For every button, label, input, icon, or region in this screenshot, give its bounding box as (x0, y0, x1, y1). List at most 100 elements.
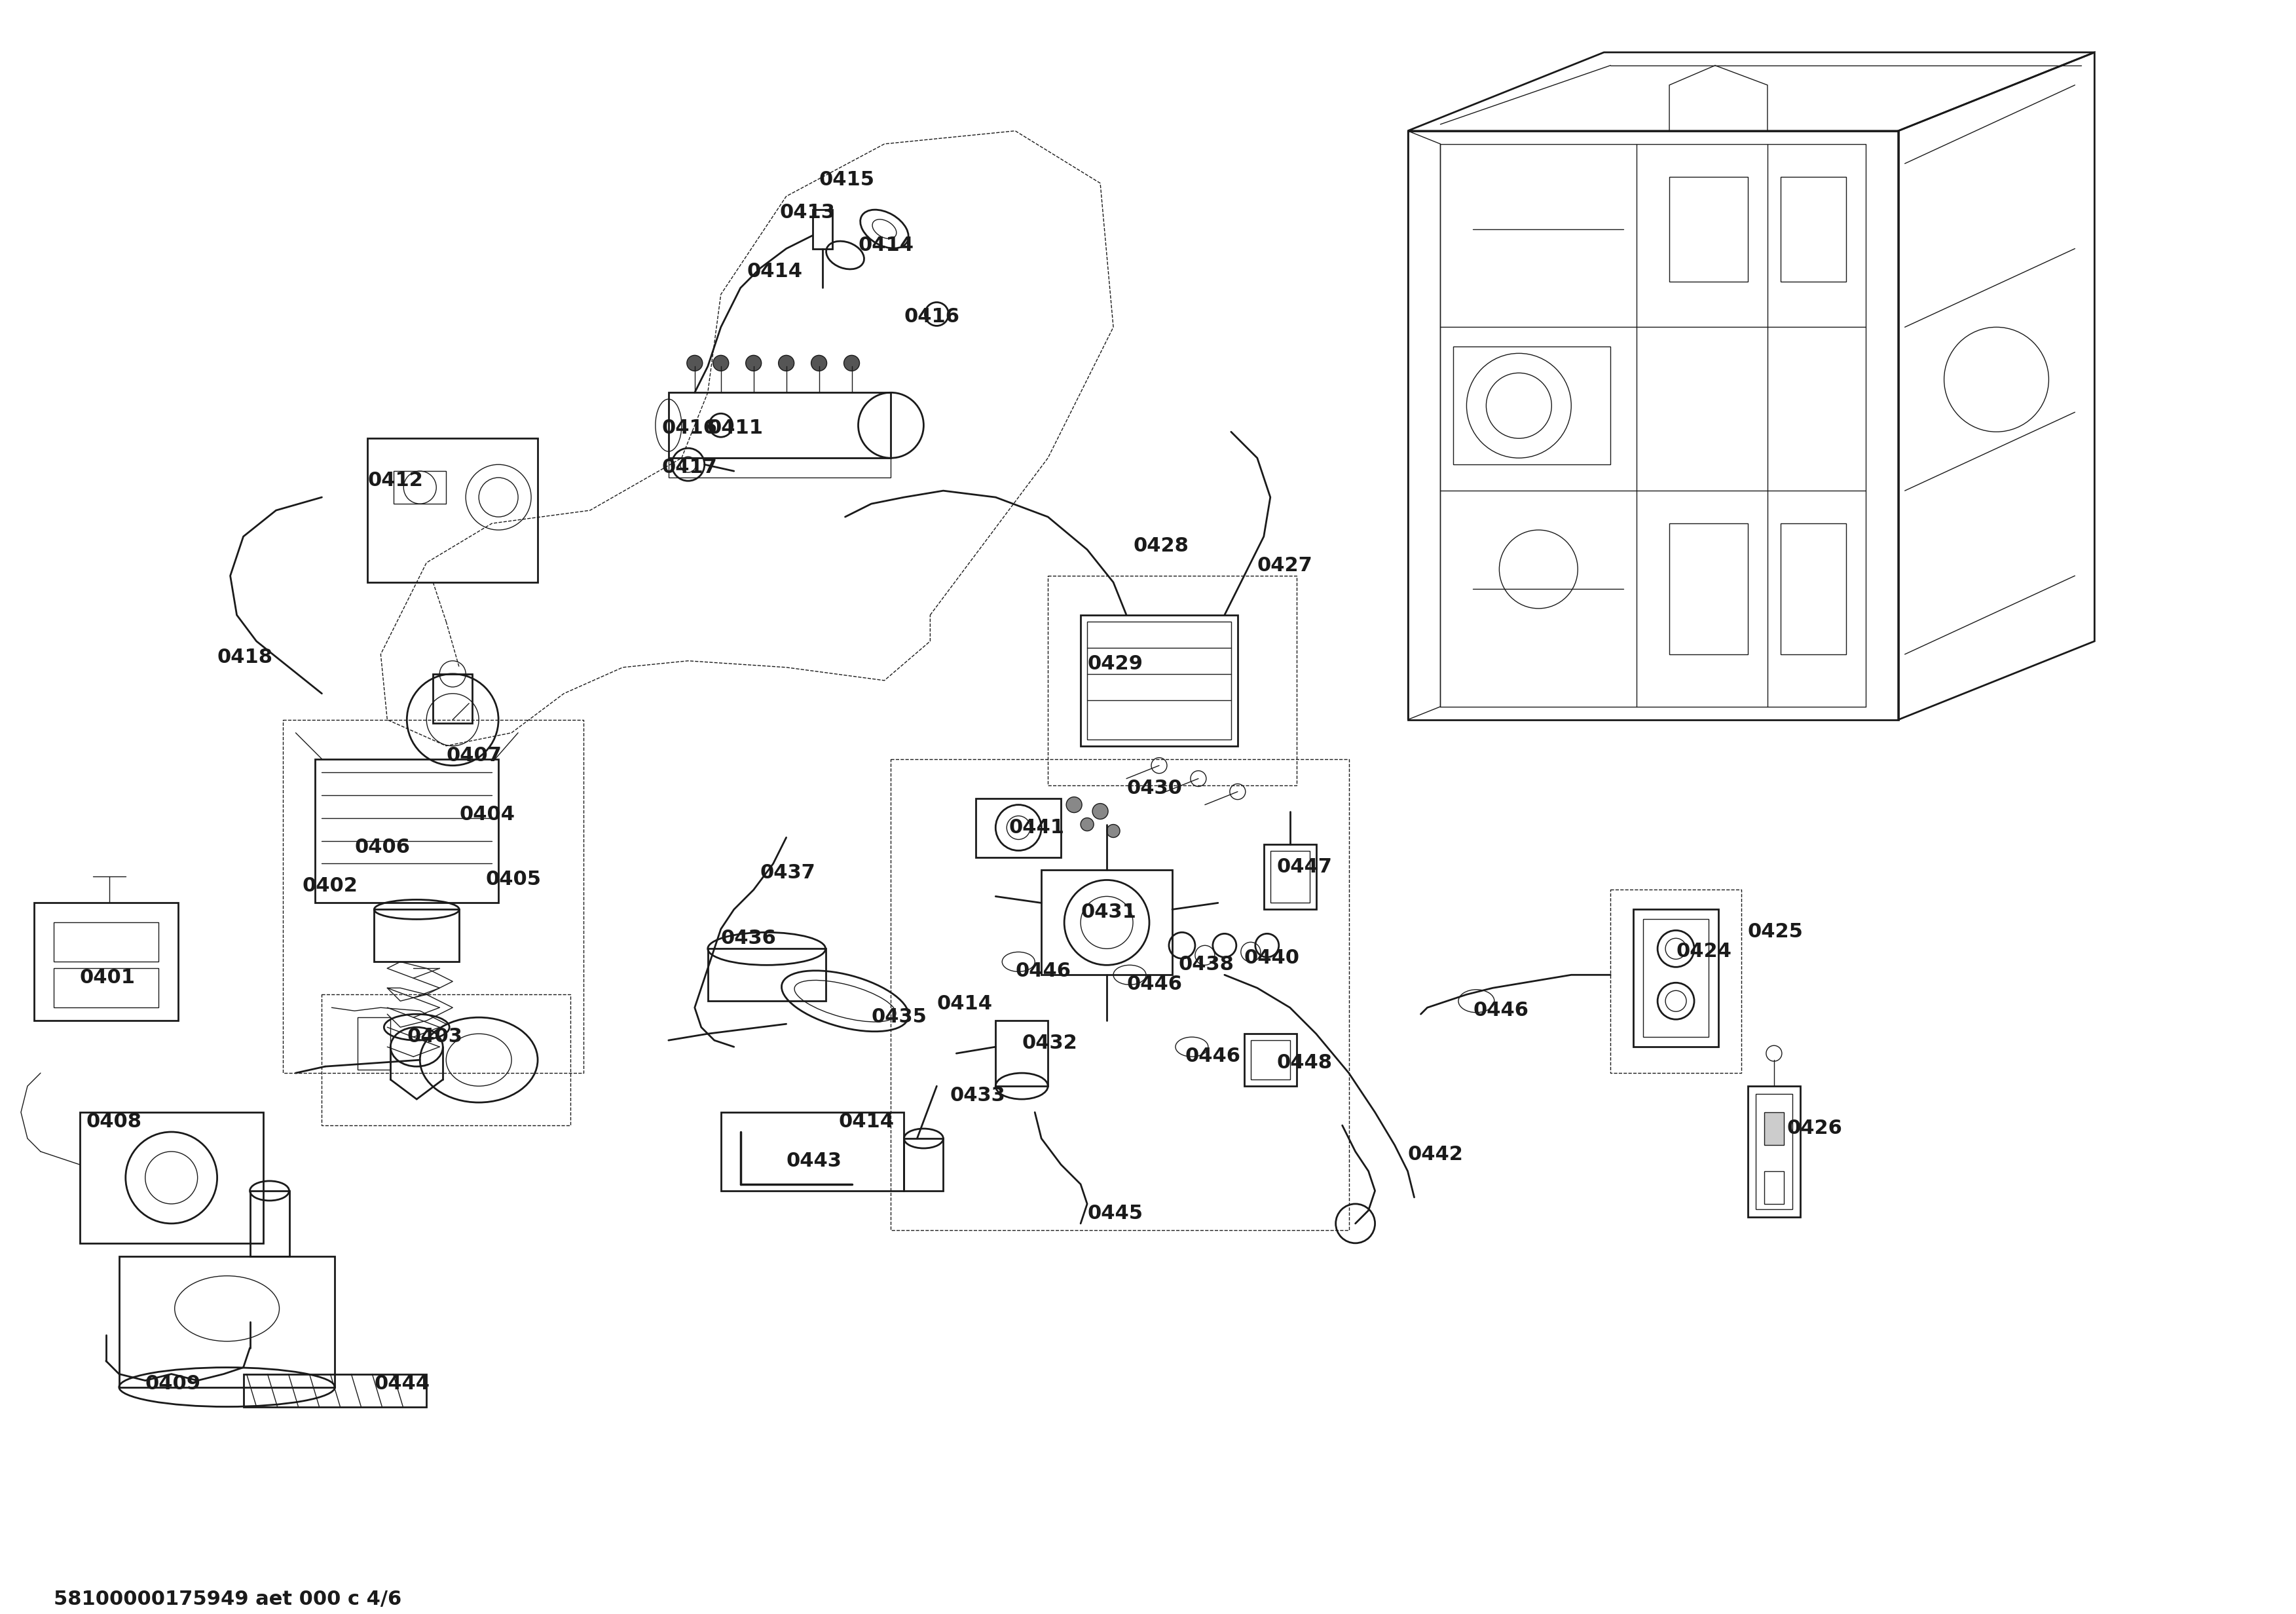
Bar (1251, 1041, 1290, 1080)
Text: 0435: 0435 (870, 1007, 928, 1027)
Text: 0430: 0430 (1127, 778, 1182, 797)
Text: 0446: 0446 (1185, 1047, 1240, 1065)
Bar (668, 458, 891, 478)
Text: 0411: 0411 (707, 418, 765, 437)
Text: 0441: 0441 (1008, 818, 1065, 836)
Circle shape (687, 355, 703, 371)
Bar (891, 759, 1348, 1230)
Text: 0436: 0436 (721, 930, 776, 947)
Text: 0417: 0417 (661, 458, 719, 478)
Bar (1244, 1033, 1297, 1086)
Text: 0404: 0404 (459, 805, 514, 823)
Text: 0431: 0431 (1081, 902, 1137, 922)
Bar (1669, 523, 1747, 654)
Bar (53, 923, 158, 962)
Text: 0443: 0443 (785, 1151, 843, 1170)
Circle shape (746, 355, 762, 371)
Text: 0427: 0427 (1258, 557, 1313, 575)
Bar (707, 949, 827, 1001)
Bar (1270, 851, 1309, 902)
Bar (374, 909, 459, 962)
Text: 0414: 0414 (937, 994, 992, 1014)
Circle shape (1107, 825, 1120, 838)
Text: 0413: 0413 (781, 203, 836, 221)
Bar (367, 439, 537, 583)
Circle shape (778, 355, 794, 371)
Text: 0414: 0414 (859, 236, 914, 255)
Text: 0403: 0403 (406, 1027, 461, 1046)
Text: 0446: 0446 (1474, 1001, 1529, 1020)
Bar (1779, 176, 1846, 281)
Bar (395, 471, 445, 504)
Bar (80, 1112, 264, 1243)
Text: 58100000175949 aet 000 c 4/6: 58100000175949 aet 000 c 4/6 (53, 1590, 402, 1609)
Circle shape (1081, 818, 1093, 831)
Bar (1453, 347, 1609, 465)
Bar (905, 1138, 944, 1191)
Bar (1081, 615, 1238, 746)
Bar (321, 994, 569, 1125)
Text: 0414: 0414 (746, 261, 804, 281)
Text: 0415: 0415 (820, 169, 875, 189)
Text: 0401: 0401 (80, 968, 135, 988)
Bar (1047, 576, 1297, 784)
Bar (243, 1374, 427, 1407)
Bar (1763, 1112, 1784, 1144)
Bar (1779, 523, 1846, 654)
Bar (53, 968, 158, 1007)
Text: 0447: 0447 (1277, 857, 1332, 876)
Text: 0409: 0409 (145, 1374, 202, 1393)
Bar (668, 392, 891, 458)
Bar (250, 1191, 289, 1256)
Text: 0406: 0406 (354, 838, 411, 857)
Bar (358, 1017, 390, 1070)
Text: 0418: 0418 (218, 647, 273, 667)
Text: 0414: 0414 (838, 1112, 893, 1131)
Text: 0442: 0442 (1407, 1144, 1463, 1164)
Text: 0424: 0424 (1676, 943, 1731, 962)
Text: 0407: 0407 (445, 746, 503, 765)
Text: 0416: 0416 (905, 308, 960, 326)
Bar (1263, 844, 1316, 909)
Bar (119, 1256, 335, 1386)
Text: 0440: 0440 (1244, 949, 1300, 968)
Text: 0438: 0438 (1178, 955, 1235, 975)
Bar (1763, 1172, 1784, 1204)
Text: 0416: 0416 (661, 418, 719, 437)
Text: 0433: 0433 (951, 1086, 1006, 1106)
Bar (721, 1112, 905, 1191)
Circle shape (1093, 804, 1109, 820)
Text: 0412: 0412 (367, 471, 422, 491)
Circle shape (1065, 797, 1081, 812)
Text: 0437: 0437 (760, 863, 815, 883)
Bar (1088, 621, 1231, 739)
Text: 0426: 0426 (1786, 1119, 1844, 1138)
Text: 0428: 0428 (1132, 536, 1189, 555)
Text: 0444: 0444 (374, 1374, 429, 1393)
Text: 0432: 0432 (1022, 1033, 1077, 1052)
Bar (1747, 1086, 1800, 1217)
Text: 0446: 0446 (1127, 975, 1182, 994)
Text: 0425: 0425 (1747, 923, 1802, 941)
Text: 0405: 0405 (484, 870, 542, 889)
Text: 0445: 0445 (1088, 1204, 1143, 1223)
Circle shape (810, 355, 827, 371)
Bar (282, 720, 583, 1073)
Text: 0429: 0429 (1088, 654, 1143, 673)
Circle shape (845, 355, 859, 371)
Circle shape (714, 355, 728, 371)
Text: 0448: 0448 (1277, 1054, 1332, 1072)
Text: 0446: 0446 (1015, 962, 1070, 981)
Bar (1669, 176, 1747, 281)
Bar (813, 210, 831, 249)
Bar (976, 799, 1061, 857)
Bar (1609, 889, 1740, 1073)
Bar (1042, 870, 1173, 975)
Bar (1644, 920, 1708, 1038)
Bar (1756, 1094, 1793, 1209)
Bar (1632, 909, 1717, 1047)
Text: 0408: 0408 (87, 1112, 142, 1131)
Text: 0402: 0402 (303, 876, 358, 896)
Bar (434, 675, 473, 723)
Bar (996, 1020, 1047, 1086)
